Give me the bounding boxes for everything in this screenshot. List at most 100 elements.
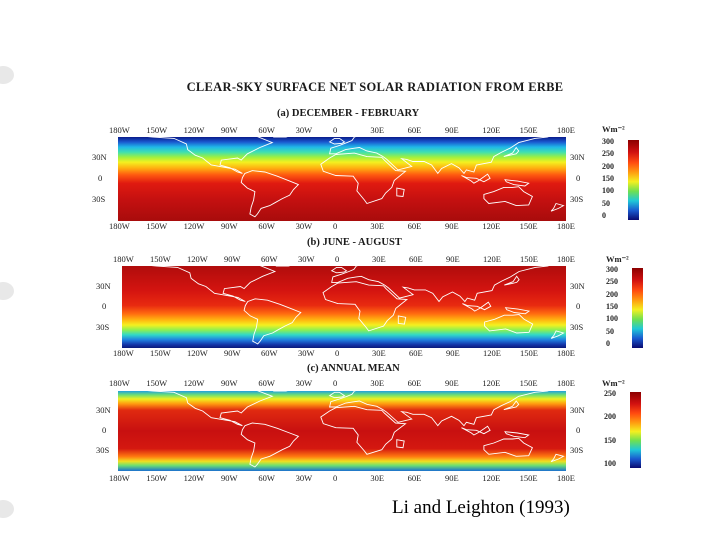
coastline-south-america — [240, 422, 300, 468]
lat-tick-left-0: 30N — [92, 152, 107, 162]
lon-tick-bottom-1: 150W — [150, 348, 171, 358]
colorbar-tick-annual-2: 150 — [604, 435, 616, 445]
coastline-africa — [320, 405, 407, 455]
coastline-australia — [483, 186, 533, 207]
coastline-north-america — [147, 137, 274, 174]
lon-tick-bottom-7: 30E — [370, 221, 385, 231]
lon-tick-top-11: 150E — [519, 378, 538, 388]
colorbar-tick-annual-0: 250 — [604, 389, 616, 398]
lon-tick-bottom-2: 120W — [183, 473, 205, 483]
coastline-south-america — [243, 298, 302, 345]
coastline-british-isles — [328, 137, 346, 145]
lon-tick-top-11: 150E — [520, 254, 538, 264]
lon-tick-bottom-12: 180E — [557, 473, 575, 483]
lon-tick-bottom-9: 90E — [446, 348, 460, 358]
coastline-new-guinea — [504, 307, 531, 315]
lon-tick-top-2: 120W — [183, 125, 205, 135]
lon-tick-top-4: 60W — [258, 378, 275, 388]
lon-tick-bottom-2: 120W — [183, 221, 205, 231]
lon-tick-top-8: 60E — [407, 378, 422, 388]
radiation-field — [118, 137, 566, 221]
colorbar-tick-jja-0: 300 — [606, 265, 618, 274]
lon-tick-bottom-6: 0 — [333, 221, 338, 231]
colorbar-tick-djf-5: 50 — [602, 198, 610, 208]
coastline-borneo-sumatra — [462, 301, 492, 312]
lon-tick-top-7: 30E — [370, 125, 385, 135]
lon-tick-bottom-12: 180E — [557, 221, 575, 231]
lon-tick-top-3: 90W — [224, 254, 241, 264]
lon-tick-top-8: 60E — [407, 125, 422, 135]
lon-tick-bottom-3: 90W — [221, 473, 238, 483]
coastline-madagascar — [396, 187, 405, 197]
radiation-field — [122, 266, 566, 348]
figure-title: CLEAR-SKY SURFACE NET SOLAR RADIATION FR… — [186, 80, 564, 94]
coastline-australia — [484, 314, 534, 334]
coastline-japan — [503, 400, 520, 411]
lon-tick-top-6: 0 — [333, 378, 338, 388]
map-jja — [122, 266, 566, 348]
panel-title-djf: (a) DECEMBER - FEBRUARY — [277, 108, 420, 119]
map-djf — [118, 137, 566, 221]
lon-tick-top-10: 120E — [482, 378, 501, 388]
lon-tick-bottom-10: 120E — [483, 348, 501, 358]
lon-tick-top-4: 60W — [261, 254, 278, 264]
citation: Li and Leighton (1993) — [392, 497, 570, 518]
lon-tick-top-12: 180E — [557, 125, 575, 135]
lat-tick-right-1: 0 — [576, 301, 581, 311]
lon-tick-top-1: 150W — [150, 254, 171, 264]
coastline-south-america — [240, 170, 300, 218]
coastline-eurasia — [331, 266, 550, 303]
lon-tick-bottom-4: 60W — [258, 473, 275, 483]
lon-tick-bottom-4: 60W — [258, 221, 275, 231]
unit-label-annual: Wm⁻² — [602, 378, 625, 388]
lat-tick-right-2: 30S — [570, 321, 584, 332]
coastline-new-guinea — [504, 431, 530, 439]
lon-tick-top-5: 30W — [295, 125, 313, 135]
lon-tick-bottom-5: 30W — [295, 473, 313, 483]
coastline-africa — [320, 152, 407, 205]
colorbar-tick-jja-5: 50 — [606, 326, 614, 336]
radiation-field — [118, 391, 566, 471]
lon-tick-top-9: 90E — [446, 254, 460, 264]
colorbar-tick-jja-1: 250 — [606, 277, 618, 287]
lon-tick-top-5: 30W — [298, 254, 315, 264]
lat-tick-right-0: 30N — [570, 152, 585, 162]
colorbar-tick-djf-1: 250 — [602, 149, 614, 159]
colorbar-tick-jja-6: 0 — [606, 339, 610, 348]
lon-tick-top-0: 180W — [109, 378, 130, 388]
lat-tick-left-1: 0 — [98, 173, 103, 183]
lon-tick-bottom-11: 150E — [520, 348, 538, 358]
lon-tick-top-2: 120W — [187, 254, 208, 264]
lon-tick-top-5: 30W — [295, 378, 313, 388]
lon-tick-top-2: 120W — [183, 378, 205, 388]
coastline-eurasia — [329, 391, 549, 427]
lon-tick-bottom-3: 90W — [221, 221, 238, 231]
lon-tick-bottom-0: 180W — [113, 348, 134, 358]
lon-tick-bottom-4: 60W — [261, 348, 278, 358]
lon-tick-bottom-1: 150W — [146, 221, 168, 231]
lat-tick-left-1: 0 — [102, 301, 107, 311]
lon-tick-bottom-8: 60E — [407, 221, 422, 231]
unit-label-jja: Wm⁻² — [606, 254, 629, 264]
binder-hole-top — [0, 66, 14, 84]
lon-tick-top-7: 30E — [370, 378, 385, 388]
colorbar-tick-djf-3: 150 — [602, 174, 614, 183]
colorbar-tick-jja-4: 100 — [606, 314, 618, 324]
colorbar-annual — [630, 392, 641, 468]
lon-tick-bottom-11: 150E — [519, 221, 538, 231]
lat-tick-right-2: 30S — [570, 445, 584, 455]
lon-tick-bottom-5: 30W — [298, 348, 315, 358]
coastline-madagascar — [397, 315, 407, 325]
coastline-eurasia — [329, 137, 549, 175]
lon-tick-bottom-1: 150W — [146, 473, 168, 483]
lon-tick-bottom-9: 90E — [445, 221, 459, 231]
lat-tick-right-2: 30S — [570, 194, 584, 204]
lon-tick-top-6: 0 — [335, 254, 340, 264]
coastline-australia — [483, 437, 533, 457]
colorbar-jja — [632, 268, 643, 348]
coastline-north-america — [151, 266, 277, 302]
coastline-new-zealand — [550, 330, 565, 339]
lon-tick-top-11: 150E — [519, 125, 538, 135]
coastline-japan — [504, 275, 520, 286]
lon-tick-bottom-8: 60E — [409, 348, 423, 358]
